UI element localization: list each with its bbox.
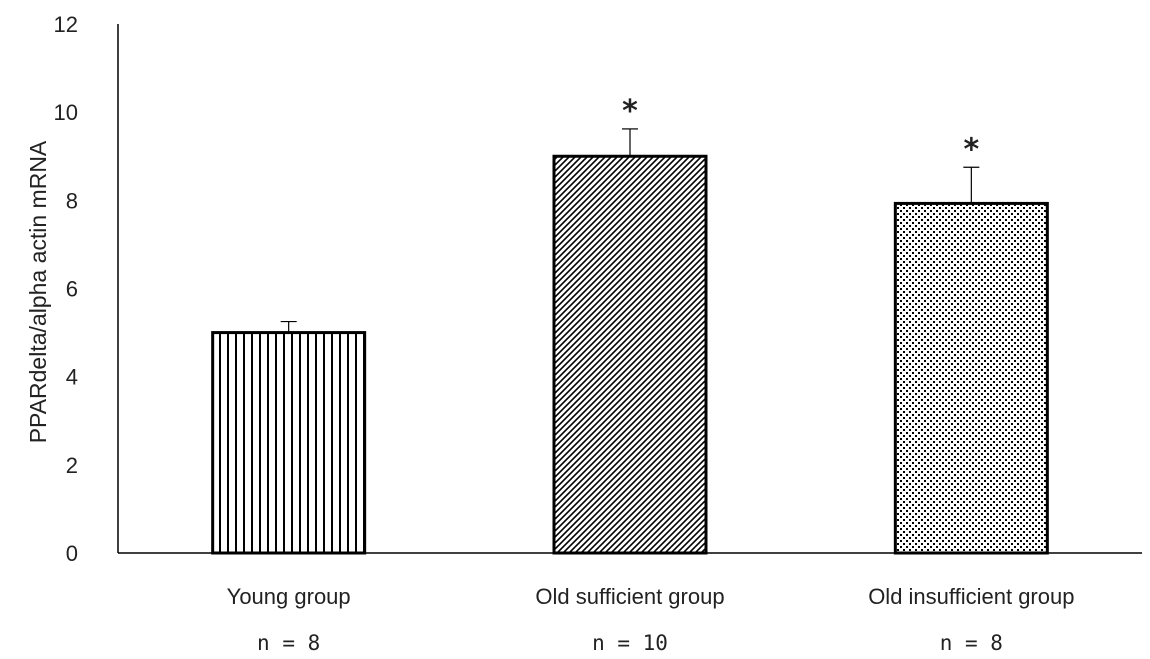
x-category-label: Old sufficient group <box>535 584 724 609</box>
sample-size-label: n = 8 <box>257 631 320 655</box>
significance-marker: * <box>622 94 638 129</box>
x-axis: Young group n = 8 Old sufficient group n = … <box>118 552 1142 655</box>
bars: ** <box>211 94 1049 555</box>
y-tick-label: 12 <box>54 12 78 37</box>
y-axis-title: PPARdelta/alpha actin mRNA <box>25 140 51 443</box>
sample-size-label: n = 10 <box>592 631 668 655</box>
significance-marker: * <box>963 132 979 167</box>
y-tick-label: 10 <box>54 100 78 125</box>
y-tick-label: 8 <box>66 188 78 213</box>
y-tick-label: 0 <box>66 541 78 566</box>
x-category-label: Young group <box>227 584 351 609</box>
bar-3 <box>893 201 1049 555</box>
y-axis: 0 2 4 6 8 10 12 <box>54 12 119 566</box>
y-tick-label: 4 <box>66 365 78 390</box>
y-tick-label: 6 <box>66 277 78 302</box>
y-tick-label: 2 <box>66 453 78 478</box>
sample-size-label: n = 8 <box>940 631 1003 655</box>
x-category-label: Old insufficient group <box>868 584 1074 609</box>
bar-2 <box>552 154 708 555</box>
bar-1 <box>211 331 367 555</box>
